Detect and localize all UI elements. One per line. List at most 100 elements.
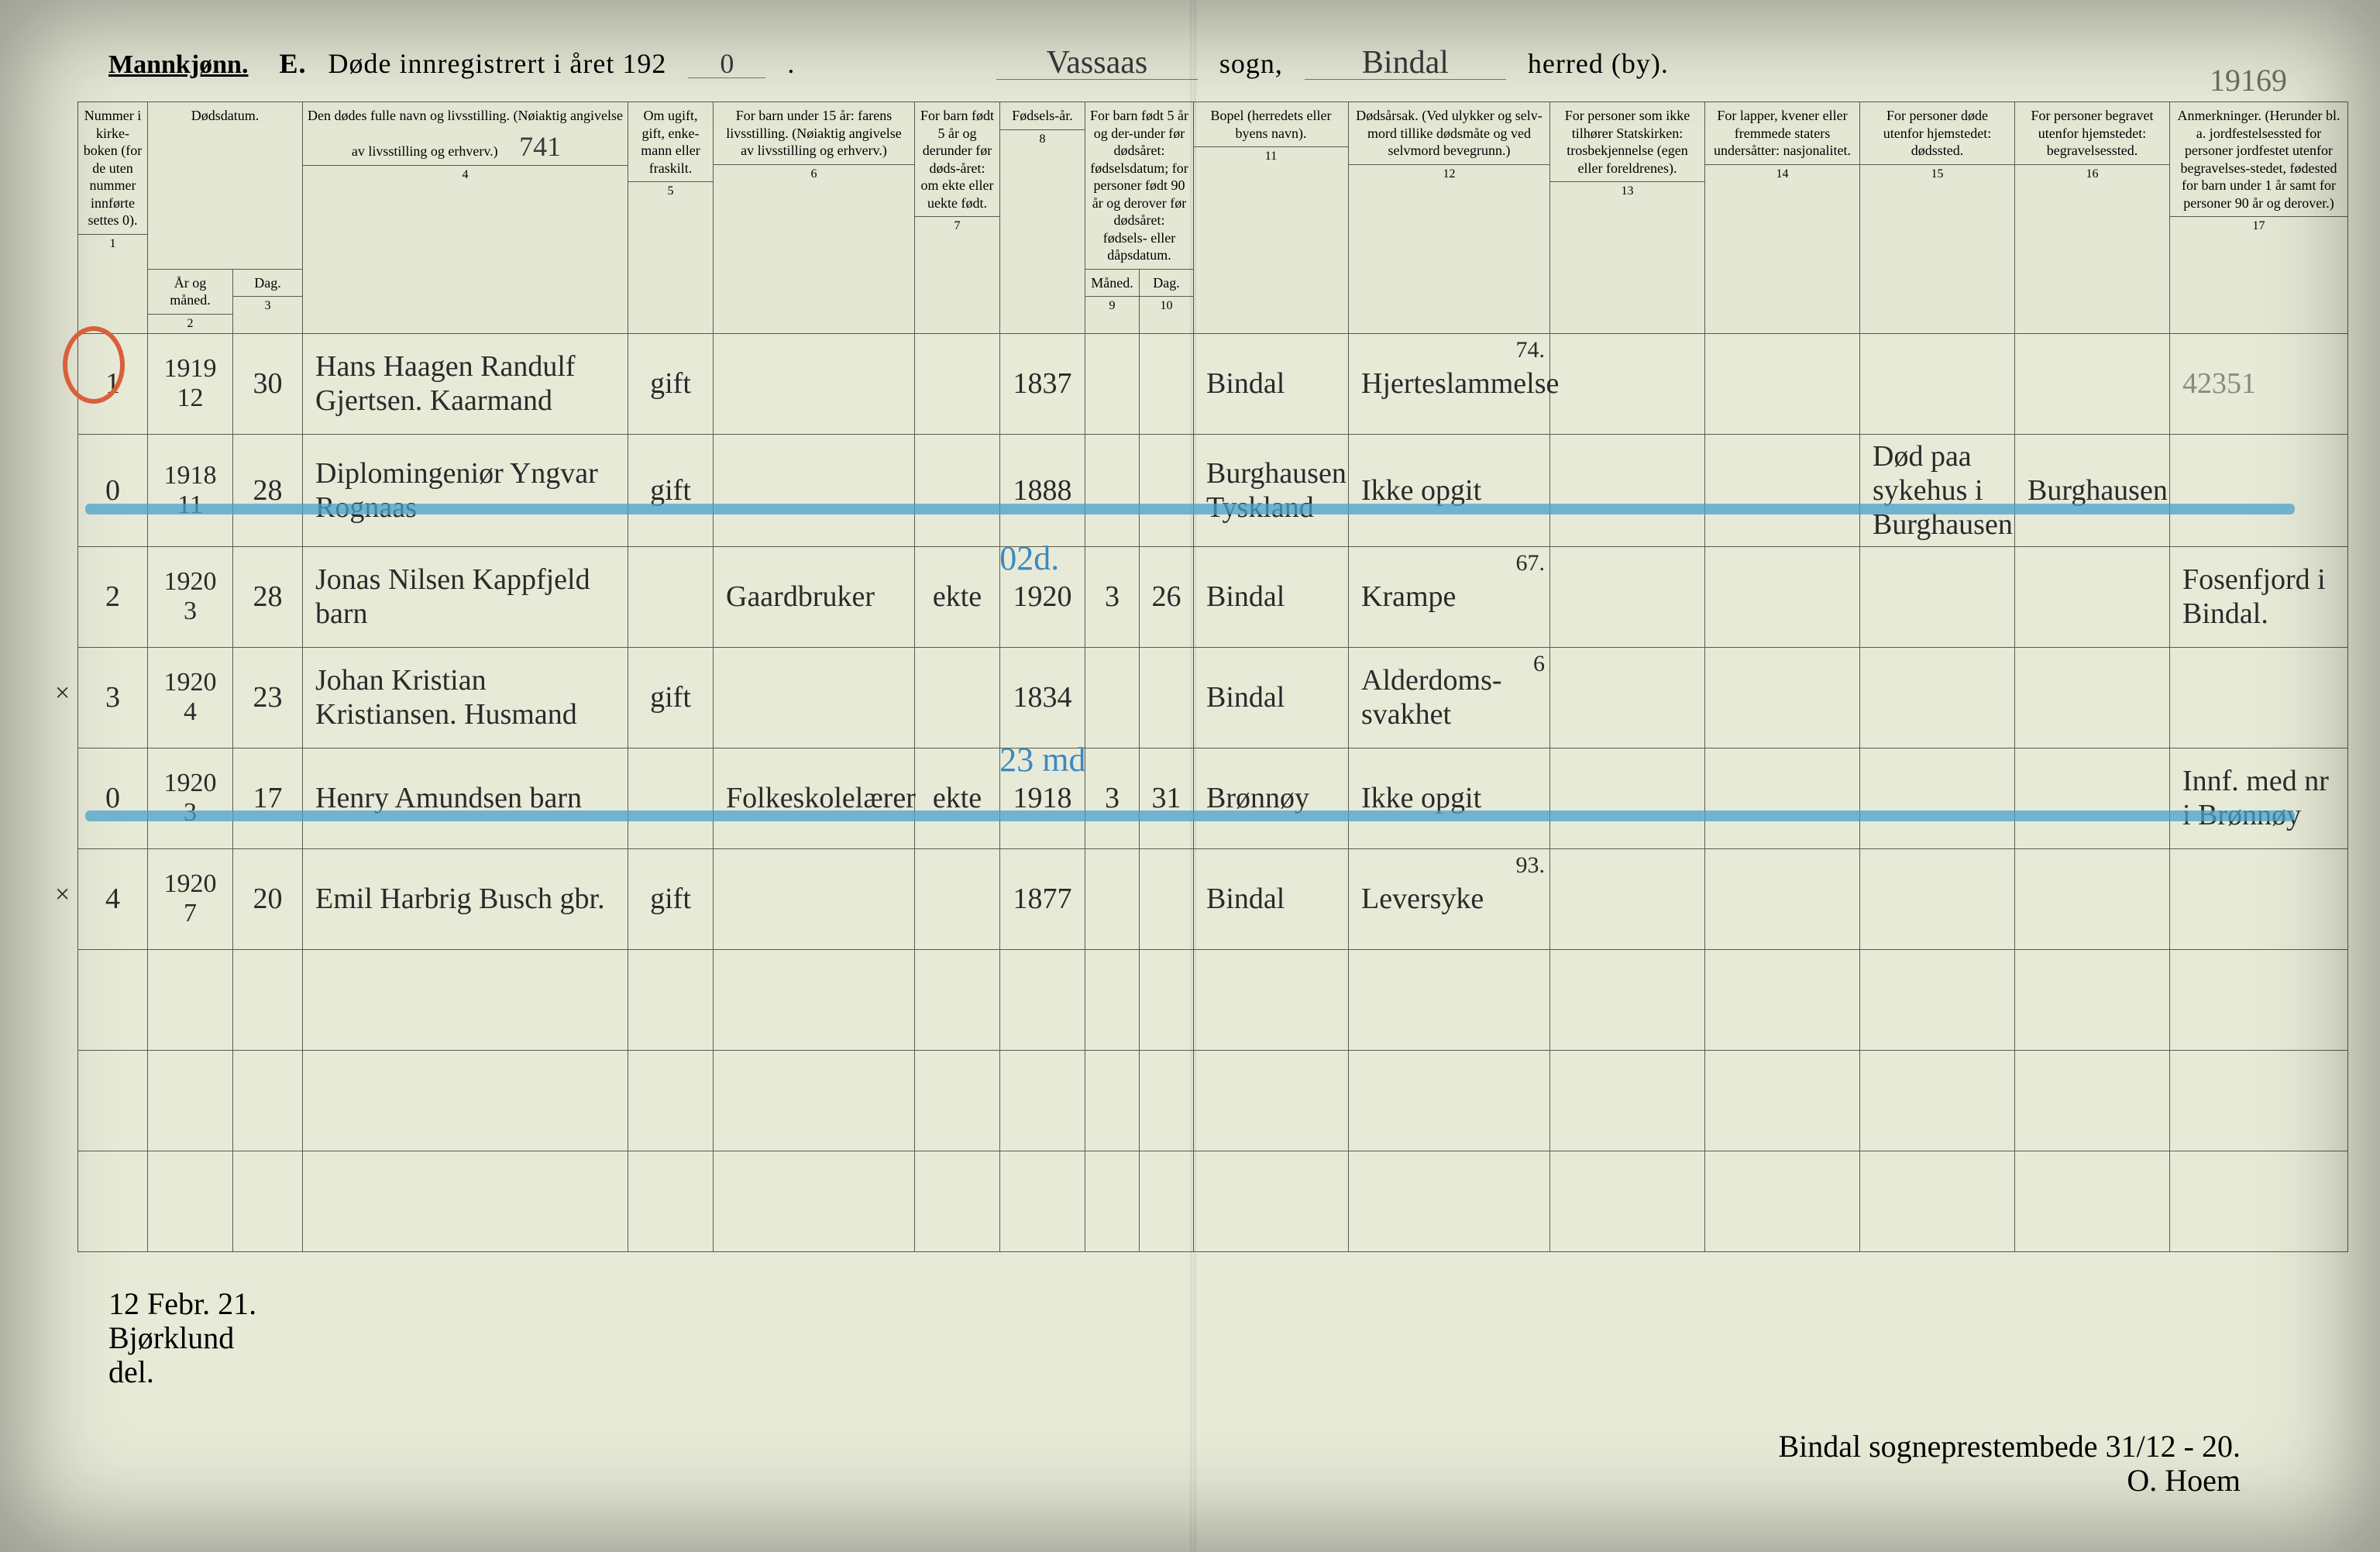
age-note: 67. [1516,550,1546,576]
cell: Ikke opgit [1349,434,1550,546]
cell [1860,848,2015,949]
cell: 1834 [1000,647,1085,748]
cell [2015,647,2170,748]
cell-empty [1085,1151,1140,1251]
cell [1860,546,2015,647]
cell [1705,848,1860,949]
x-margin-mark: × [55,880,70,910]
col-15-header: For personer døde utenfor hjemstedet: dø… [1860,102,2015,334]
cell-empty [1860,949,2015,1050]
cell-empty [78,1050,148,1151]
ledger-page: 19169 Mannkjønn. E. Døde innregistrert i… [0,0,2380,1552]
cell [915,333,1000,434]
cell: 1920 [1000,546,1085,647]
col-17-header: Anmerkninger. (Herunder bl. a. jordfeste… [2170,102,2348,334]
cell-year-month: 191811 [148,434,233,546]
cell: 1 [78,333,148,434]
col-13-header: For personer som ikke tilhører Statskirk… [1550,102,1705,334]
cell-empty [303,1050,628,1151]
year-suffix: 0 [688,50,765,78]
cell [2170,434,2348,546]
cell-empty [714,1151,915,1251]
sogn-value: Vassaas [996,46,1198,80]
col-14-header: For lapper, kvener eller fremmede stater… [1705,102,1860,334]
col-10-header: Dag.10 [1140,269,1194,333]
cell-empty [2170,1151,2348,1251]
cell: Bindal [1194,647,1349,748]
cell [1085,333,1140,434]
cell: Krampe67. [1349,546,1550,647]
table-row: 4×1920720Emil Harbrig Busch gbr.gift1877… [78,848,2348,949]
footer-right: Bindal sogneprestembede 31/12 - 20. O. H… [1778,1430,2241,1498]
cell [2170,647,2348,748]
cell: Burghausen [2015,434,2170,546]
table-row: 119191230Hans Haagen Randulf Gjertsen. K… [78,333,2348,434]
header-row: Mannkjønn. E. Døde innregistrert i året … [77,46,2303,80]
age-note: 74. [1516,337,1546,363]
cell-year-month: 19207 [148,848,233,949]
col-3-header: Dag.3 [233,269,303,333]
table-row: 21920328Jonas Nilsen Kappfjeld barnGaard… [78,546,2348,647]
cell [1550,434,1705,546]
page-number: 19169 [2210,62,2287,98]
cell: ekte [915,546,1000,647]
cell-empty [78,1151,148,1251]
table-row: 3×1920423Johan Kristian Kristiansen. Hus… [78,647,2348,748]
col-11-header: Bopel (herredets eller byens navn).11 [1194,102,1349,334]
col-5-header: Om ugift, gift, enke-mann eller fraskilt… [628,102,714,334]
cell-empty [1705,1050,1860,1151]
col-6-header: For barn under 15 år: farens livsstillin… [714,102,915,334]
cell [1550,848,1705,949]
cell-year-month: 19204 [148,647,233,748]
cell: Jonas Nilsen Kappfjeld barn [303,546,628,647]
cell-empty [1349,1050,1550,1151]
cell-empty [303,949,628,1050]
table-row-empty [78,949,2348,1050]
cell: Diplomingeniør Yngvar Rognaas [303,434,628,546]
cell: 20 [233,848,303,949]
cell-empty [915,1151,1000,1251]
cell: 1837 [1000,333,1085,434]
cell: Gaardbruker [714,546,915,647]
cell [1860,333,2015,434]
cell-empty [1550,1050,1705,1151]
cell [2015,748,2170,848]
cell: Hans Haagen Randulf Gjertsen. Kaarmand [303,333,628,434]
cell: 17 [233,748,303,848]
cell: 28 [233,546,303,647]
cell [1550,333,1705,434]
cell [2170,848,2348,949]
cell-empty [915,949,1000,1050]
title-line: E. Døde innregistrert i året 1920. Vassa… [279,46,2303,80]
ledger-table: Nummer i kirke-boken (for de uten nummer… [77,102,2348,1252]
cell [714,647,915,748]
cell [1550,748,1705,848]
cell-empty [1194,1050,1349,1151]
cell [714,434,915,546]
cell [915,647,1000,748]
cell [1550,647,1705,748]
cell-empty [1349,1151,1550,1251]
cell: Bindal [1194,848,1349,949]
cell: gift [628,434,714,546]
cell [1705,748,1860,848]
cell: Henry Amundsen barn [303,748,628,848]
cell: Ikke opgit [1349,748,1550,848]
cell: 3× [78,647,148,748]
cell [1085,848,1140,949]
title-prefix: Døde innregistrert i året 192 [328,47,666,80]
cell-empty [233,1050,303,1151]
cell-empty [1140,1050,1194,1151]
cell-empty [1349,949,1550,1050]
cell-empty [1550,1151,1705,1251]
cell-empty [2015,1050,2170,1151]
cell-empty [1000,949,1085,1050]
mannkjonn-label: Mannkjønn. [108,50,248,80]
cell: 4× [78,848,148,949]
cell: Innf. med nr i Brønnøy [2170,748,2348,848]
cell [915,848,1000,949]
footer-name: Bjørklund [108,1321,256,1355]
cell-empty [78,949,148,1050]
cell-year-month: 19203 [148,546,233,647]
cell-empty [148,949,233,1050]
